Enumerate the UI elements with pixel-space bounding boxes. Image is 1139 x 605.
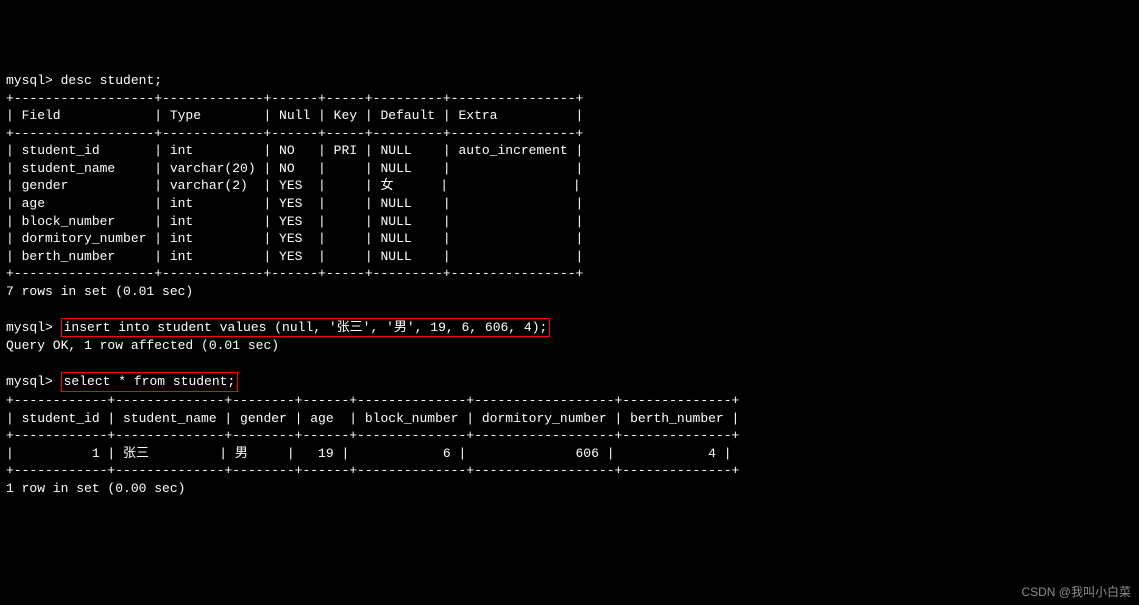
- select-border-mid: +------------+--------------+--------+--…: [6, 428, 739, 443]
- desc-row: | gender | varchar(2) | YES | | 女 | |: [6, 178, 581, 193]
- desc-row: | student_id | int | NO | PRI | NULL | a…: [6, 143, 583, 158]
- insert-result: Query OK, 1 row affected (0.01 sec): [6, 338, 279, 353]
- desc-border-top: +------------------+-------------+------…: [6, 91, 583, 106]
- cmd-insert-highlight: insert into student values (null, '张三', …: [61, 318, 551, 338]
- cmd-select-highlight: select * from student;: [61, 372, 239, 392]
- watermark: CSDN @我叫小白菜: [1021, 584, 1131, 600]
- desc-border-bot: +------------------+-------------+------…: [6, 266, 583, 281]
- select-footer: 1 row in set (0.00 sec): [6, 481, 185, 496]
- desc-row: | student_name | varchar(20) | NO | | NU…: [6, 161, 583, 176]
- mysql-prompt: mysql>: [6, 374, 53, 389]
- desc-footer: 7 rows in set (0.01 sec): [6, 284, 193, 299]
- desc-border-mid: +------------------+-------------+------…: [6, 126, 583, 141]
- desc-row: | age | int | YES | | NULL | |: [6, 196, 583, 211]
- select-row: | 1 | 张三 | 男 | 19 | 6 | 606 | 4 |: [6, 446, 732, 461]
- mysql-prompt: mysql>: [6, 73, 53, 88]
- select-border-top: +------------+--------------+--------+--…: [6, 393, 739, 408]
- desc-row: | dormitory_number | int | YES | | NULL …: [6, 231, 583, 246]
- cmd-desc: desc student;: [61, 73, 162, 88]
- desc-header: | Field | Type | Null | Key | Default | …: [6, 108, 583, 123]
- desc-row: | berth_number | int | YES | | NULL | |: [6, 249, 583, 264]
- select-border-bot: +------------+--------------+--------+--…: [6, 463, 739, 478]
- mysql-prompt: mysql>: [6, 320, 53, 335]
- select-header: | student_id | student_name | gender | a…: [6, 411, 739, 426]
- desc-row: | block_number | int | YES | | NULL | |: [6, 214, 583, 229]
